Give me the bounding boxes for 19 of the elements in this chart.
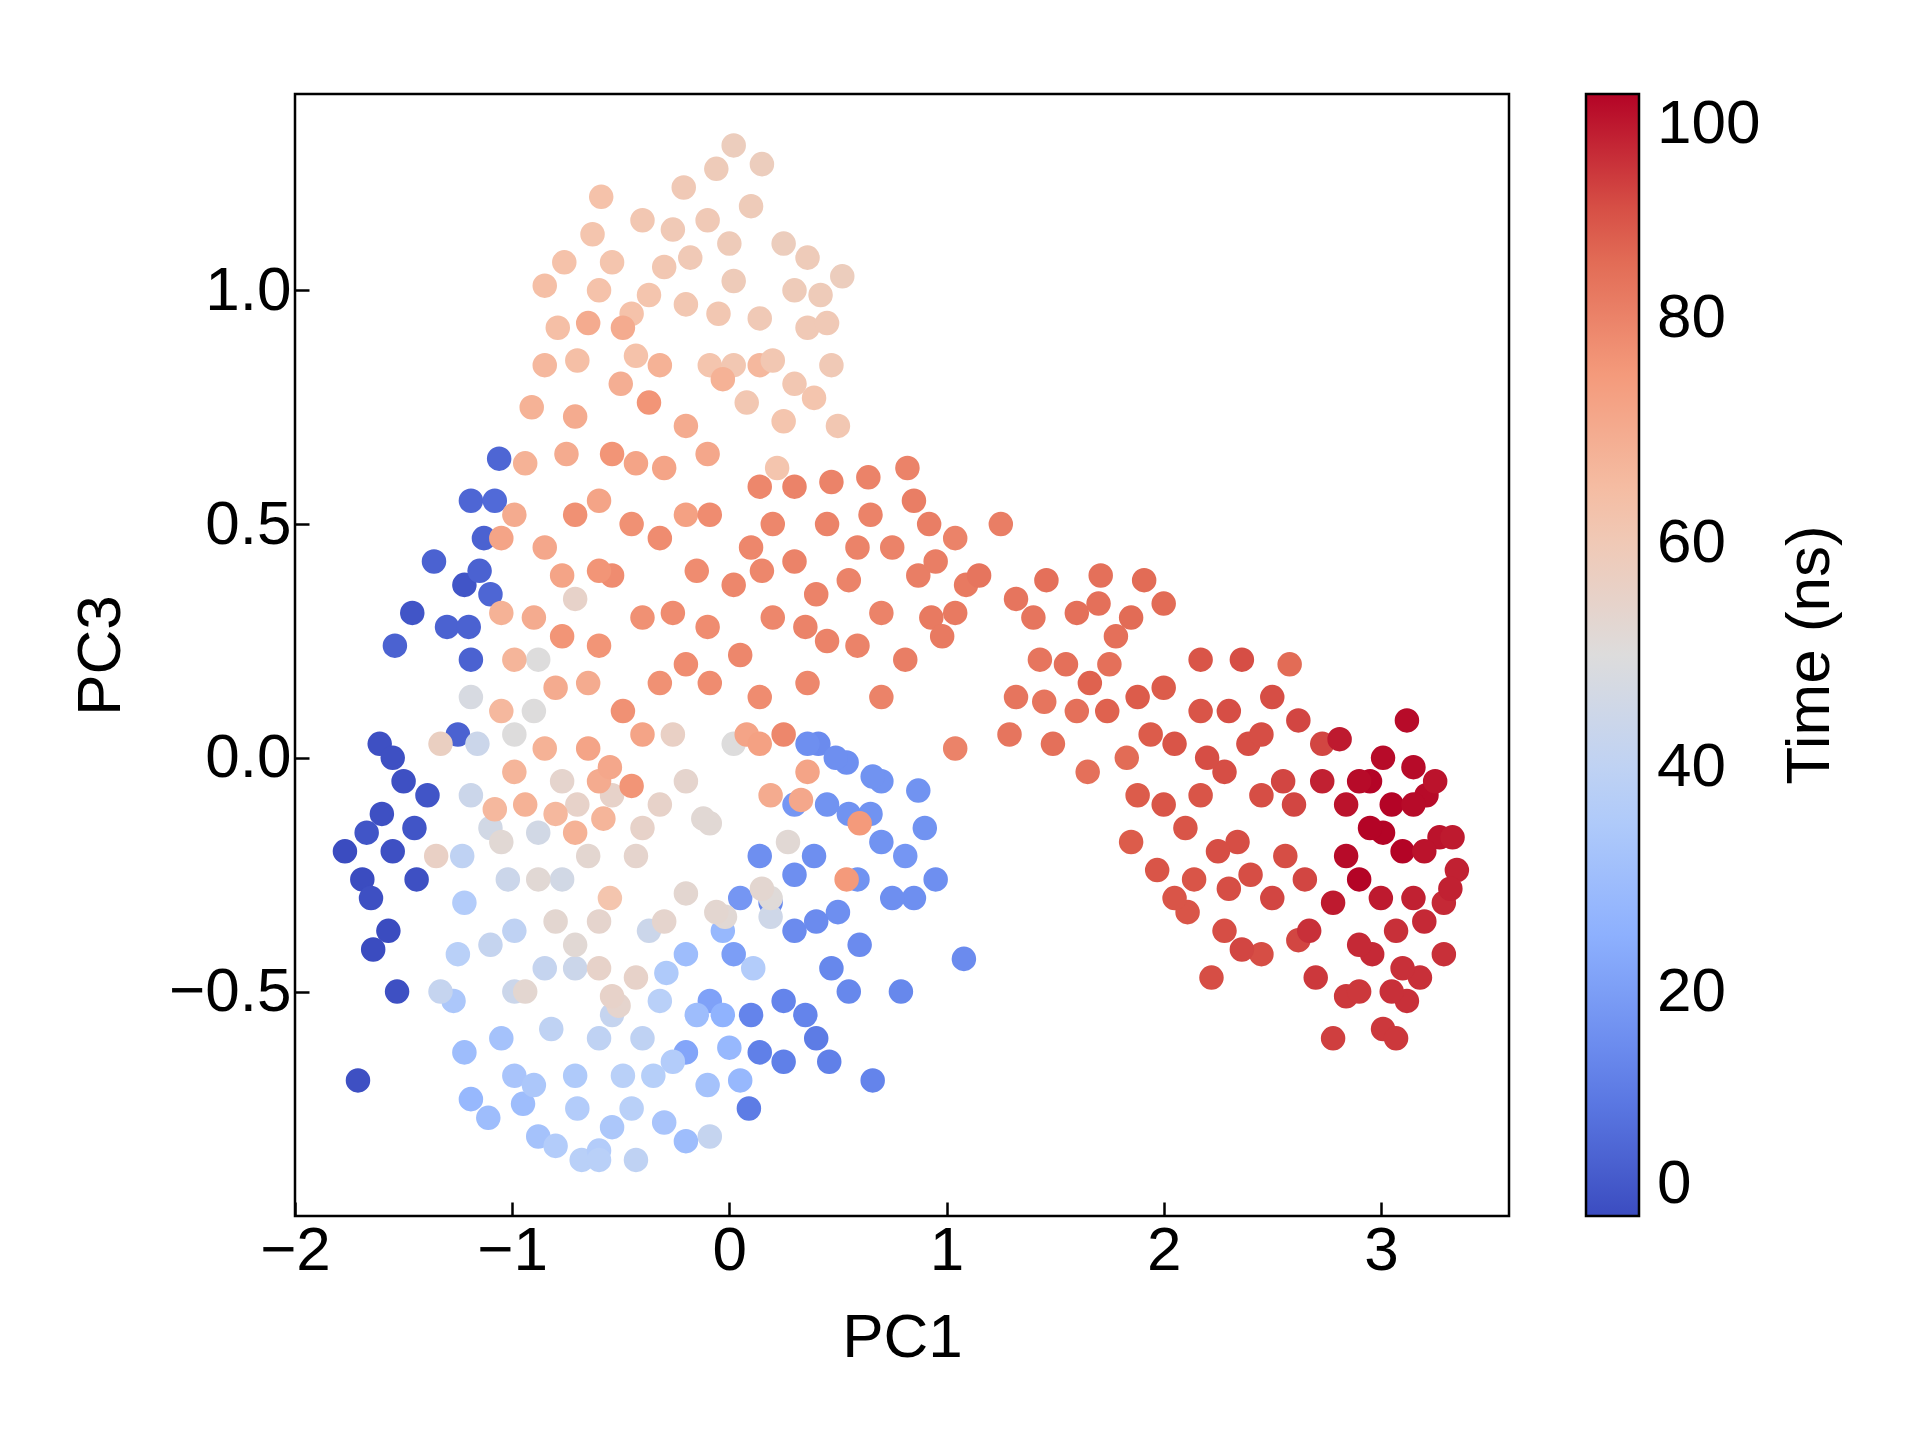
y-tick-label: 0.0 (205, 721, 292, 791)
color-bar-label: 0 (1657, 1147, 1692, 1216)
x-tick-label: −1 (477, 1213, 549, 1283)
y-tick-label: 0.5 (205, 487, 292, 557)
x-tick-label: 3 (1364, 1213, 1399, 1283)
x-tick-label: 1 (929, 1213, 965, 1283)
y-tick-label: 1.0 (205, 253, 292, 323)
color-bar-label: 100 (1657, 87, 1761, 156)
x-tick-label: −2 (260, 1213, 331, 1283)
x-tick-label: 0 (712, 1213, 748, 1283)
y-axis-title: PC3 (64, 595, 134, 716)
color-bar-label: 40 (1657, 730, 1726, 800)
color-bar-label: 20 (1657, 954, 1726, 1024)
color-bar-title: Time (ns) (1773, 525, 1842, 785)
x-axis-title: PC1 (842, 1300, 963, 1370)
color-bar-label: 60 (1657, 505, 1726, 575)
x-tick-label: 2 (1146, 1213, 1182, 1283)
y-tick-label: −0.5 (169, 955, 292, 1025)
color-bar-label: 80 (1657, 281, 1726, 351)
